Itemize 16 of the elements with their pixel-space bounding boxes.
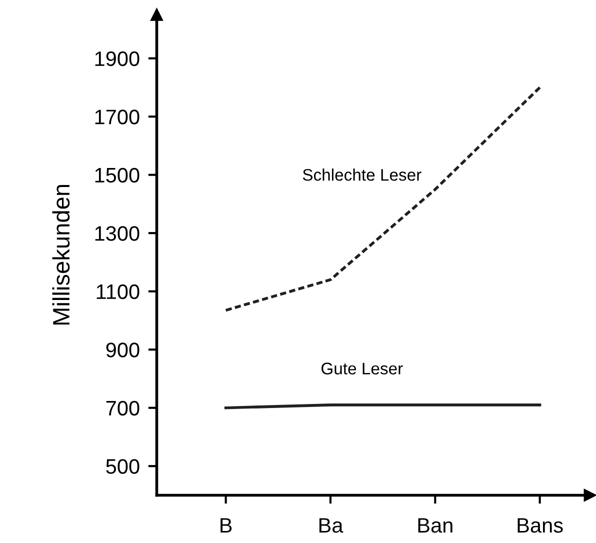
y-tick-label: 1500 bbox=[95, 168, 140, 183]
line-series bbox=[224, 86, 542, 312]
annotation: Schlechte Leser bbox=[302, 168, 422, 181]
annotation: Gute Leser bbox=[321, 362, 403, 374]
x-tick-label: Ban bbox=[418, 518, 452, 533]
x-tick-label: Ba bbox=[319, 518, 344, 533]
y-tick-label: 1300 bbox=[95, 226, 140, 241]
y-tick-label: 900 bbox=[106, 342, 140, 358]
y-tick-label: 500 bbox=[106, 459, 140, 474]
y-tick-label: 1900 bbox=[95, 51, 140, 66]
y-tick-label: 1700 bbox=[95, 110, 140, 124]
x-tick-label: Bans bbox=[518, 518, 563, 533]
y-axis-title: Millisekunden bbox=[52, 184, 70, 325]
y-tick-label: 1100 bbox=[96, 284, 140, 300]
x-tick-label: B bbox=[220, 518, 232, 533]
y-tick-label: 700 bbox=[106, 400, 140, 416]
